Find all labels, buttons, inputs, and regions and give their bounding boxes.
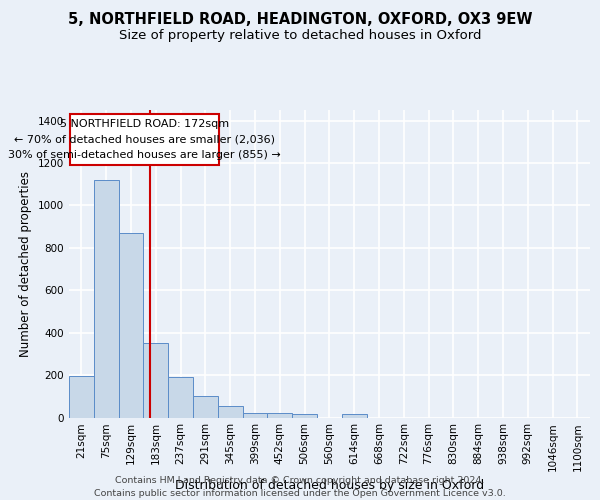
Bar (268, 413, 292, 418)
Bar (292, 414, 317, 418)
Bar (69, 376, 94, 418)
Bar (193, 396, 218, 417)
Text: 5, NORTHFIELD ROAD, HEADINGTON, OXFORD, OX3 9EW: 5, NORTHFIELD ROAD, HEADINGTON, OXFORD, … (68, 12, 532, 28)
X-axis label: Distribution of detached houses by size in Oxford: Distribution of detached houses by size … (175, 480, 484, 492)
FancyBboxPatch shape (70, 114, 219, 165)
Y-axis label: Number of detached properties: Number of detached properties (19, 171, 32, 357)
Bar (218, 406, 242, 418)
Text: Size of property relative to detached houses in Oxford: Size of property relative to detached ho… (119, 29, 481, 42)
Bar (143, 343, 168, 417)
Bar (342, 414, 367, 418)
Bar (94, 180, 119, 418)
Bar (119, 234, 143, 418)
Bar (242, 413, 268, 418)
Text: 5 NORTHFIELD ROAD: 172sqm
← 70% of detached houses are smaller (2,036)
30% of se: 5 NORTHFIELD ROAD: 172sqm ← 70% of detac… (8, 119, 281, 160)
Text: Contains HM Land Registry data © Crown copyright and database right 2024.
Contai: Contains HM Land Registry data © Crown c… (94, 476, 506, 498)
Bar (168, 377, 193, 418)
